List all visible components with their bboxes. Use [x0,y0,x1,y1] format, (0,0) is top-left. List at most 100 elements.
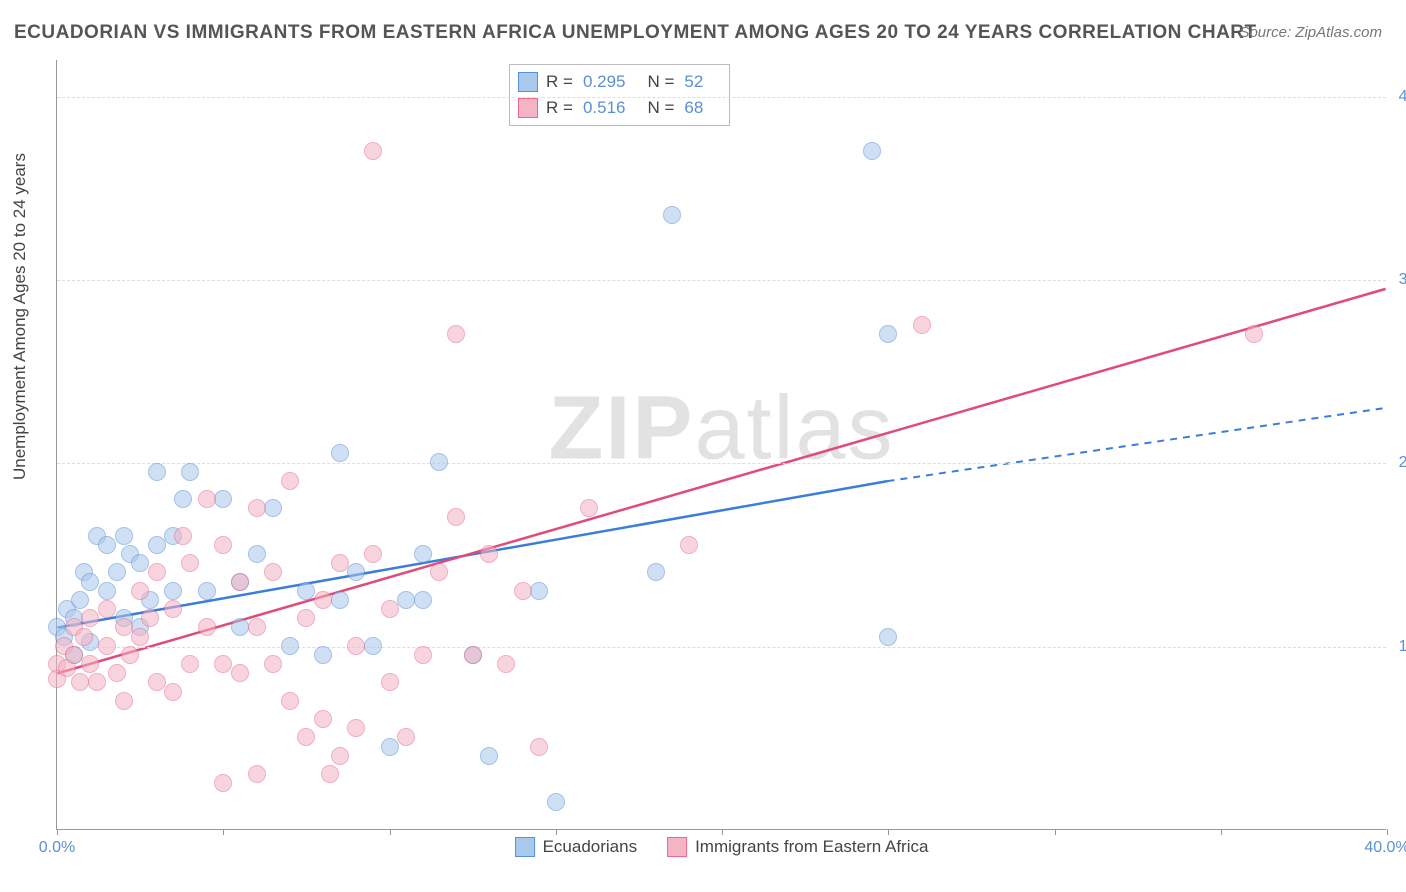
scatter-point [530,582,548,600]
x-tick [1055,829,1056,835]
scatter-point [131,628,149,646]
scatter-point [364,142,382,160]
x-tick [1221,829,1222,835]
scatter-point [397,591,415,609]
scatter-point [364,545,382,563]
gridline [57,647,1386,648]
scatter-point [464,646,482,664]
scatter-point [397,728,415,746]
scatter-point [447,325,465,343]
chart-title: ECUADORIAN VS IMMIGRANTS FROM EASTERN AF… [14,22,1257,44]
plot-area: ZIPatlas R =0.295N =52R =0.516N =68 Ecua… [56,60,1386,830]
scatter-point [131,554,149,572]
stats-legend: R =0.295N =52R =0.516N =68 [509,64,730,126]
legend-row: R =0.295N =52 [518,69,717,95]
scatter-point [98,582,116,600]
scatter-point [497,655,515,673]
scatter-point [680,536,698,554]
scatter-point [81,573,99,591]
scatter-point [647,563,665,581]
scatter-point [164,582,182,600]
legend-swatch [518,98,538,118]
scatter-point [314,591,332,609]
scatter-point [148,673,166,691]
scatter-point [331,747,349,765]
scatter-point [514,582,532,600]
legend-item: Immigrants from Eastern Africa [667,837,928,857]
scatter-point [98,600,116,618]
legend-item: Ecuadorians [515,837,638,857]
legend-label: Ecuadorians [543,837,638,857]
y-tick-label: 10.0% [1399,638,1406,656]
scatter-point [321,765,339,783]
scatter-point [430,453,448,471]
x-tick [390,829,391,835]
chart-container: ECUADORIAN VS IMMIGRANTS FROM EASTERN AF… [0,0,1406,892]
scatter-point [297,609,315,627]
scatter-point [198,582,216,600]
gridline [57,280,1386,281]
scatter-point [214,774,232,792]
scatter-point [115,618,133,636]
r-value: 0.516 [583,95,626,121]
x-tick-label: 0.0% [39,839,75,857]
y-tick-label: 20.0% [1399,454,1406,472]
scatter-point [264,499,282,517]
scatter-point [248,765,266,783]
scatter-point [913,316,931,334]
scatter-point [174,527,192,545]
legend-swatch [518,72,538,92]
x-tick [223,829,224,835]
x-tick-label: 40.0% [1364,839,1406,857]
scatter-point [264,563,282,581]
bottom-legend: Ecuadorians Immigrants from Eastern Afric… [515,837,929,857]
scatter-point [71,591,89,609]
scatter-point [863,142,881,160]
y-axis-label: Unemployment Among Ages 20 to 24 years [10,153,30,480]
scatter-point [331,554,349,572]
scatter-point [248,618,266,636]
x-tick [888,829,889,835]
legend-swatch [667,837,687,857]
gridline [57,463,1386,464]
scatter-point [148,563,166,581]
scatter-point [115,692,133,710]
legend-swatch [515,837,535,857]
scatter-point [347,563,365,581]
n-label: N = [647,69,674,95]
scatter-point [381,673,399,691]
r-value: 0.295 [583,69,626,95]
scatter-point [214,655,232,673]
n-value: 52 [684,69,703,95]
scatter-point [98,637,116,655]
legend-row: R =0.516N =68 [518,95,717,121]
scatter-point [174,490,192,508]
scatter-point [214,536,232,554]
scatter-point [447,508,465,526]
scatter-point [148,463,166,481]
scatter-point [108,563,126,581]
source-label: Source: ZipAtlas.com [1239,24,1382,41]
scatter-point [88,673,106,691]
r-label: R = [546,95,573,121]
scatter-point [231,573,249,591]
scatter-point [480,747,498,765]
legend-label: Immigrants from Eastern Africa [695,837,928,857]
scatter-point [381,600,399,618]
scatter-point [530,738,548,756]
scatter-point [430,563,448,581]
scatter-point [181,655,199,673]
scatter-point [347,719,365,737]
scatter-point [264,655,282,673]
x-tick [722,829,723,835]
scatter-point [414,545,432,563]
scatter-point [148,536,166,554]
x-tick [57,829,58,835]
scatter-point [198,490,216,508]
scatter-point [231,664,249,682]
scatter-point [297,582,315,600]
scatter-point [248,545,266,563]
scatter-point [347,637,365,655]
scatter-point [414,591,432,609]
scatter-point [297,728,315,746]
